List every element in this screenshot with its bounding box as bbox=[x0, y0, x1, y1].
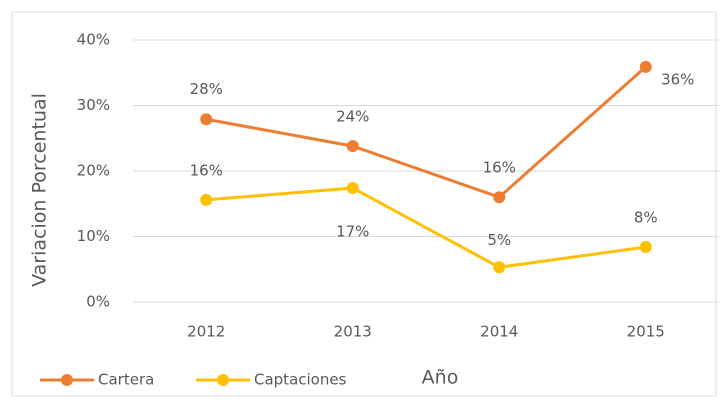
legend-marker bbox=[217, 374, 229, 386]
data-label: 24% bbox=[336, 108, 369, 126]
marker bbox=[493, 191, 506, 204]
data-label: 36% bbox=[661, 70, 694, 88]
data-label: 5% bbox=[487, 231, 511, 249]
marker bbox=[639, 240, 652, 253]
data-label: 17% bbox=[336, 223, 369, 241]
x-tick-label: 2015 bbox=[627, 323, 665, 341]
chart-border bbox=[11, 11, 717, 397]
marker bbox=[346, 182, 359, 195]
x-tick-label: 2013 bbox=[334, 323, 372, 341]
marker bbox=[200, 113, 213, 126]
marker bbox=[493, 261, 506, 274]
y-tick-label: 10% bbox=[77, 227, 110, 245]
x-tick-label: 2014 bbox=[480, 323, 518, 341]
marker bbox=[346, 140, 359, 153]
data-label: 16% bbox=[190, 161, 223, 179]
y-axis-title: Variacion Porcentual bbox=[29, 93, 51, 287]
y-tick-label: 30% bbox=[77, 96, 110, 114]
y-tick-label: 0% bbox=[86, 293, 110, 311]
line bbox=[205, 65, 647, 199]
legend-marker bbox=[61, 374, 73, 386]
data-label: 28% bbox=[190, 80, 223, 98]
marker bbox=[639, 60, 652, 73]
data-label: 8% bbox=[634, 208, 658, 226]
line bbox=[206, 186, 646, 269]
y-tick-label: 20% bbox=[77, 162, 110, 180]
y-tick-label: 40% bbox=[77, 31, 110, 49]
x-tick-label: 2012 bbox=[187, 323, 225, 341]
legend-label: Cartera bbox=[98, 371, 154, 389]
data-label: 16% bbox=[483, 159, 516, 177]
x-axis-title: Año bbox=[422, 367, 459, 389]
marker bbox=[200, 193, 213, 206]
legend-label: Captaciones bbox=[254, 371, 347, 389]
